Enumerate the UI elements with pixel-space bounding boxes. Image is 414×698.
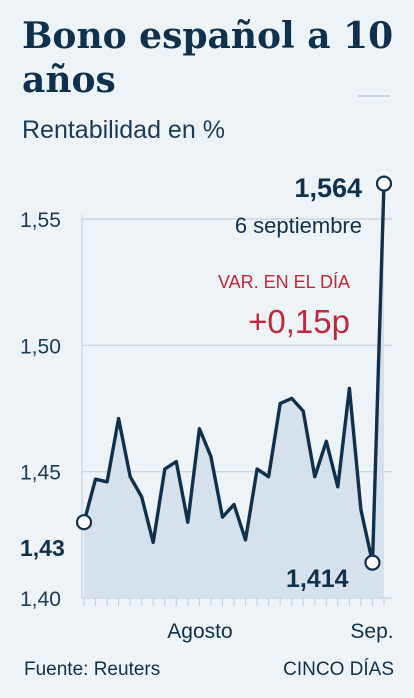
- series-line: [82, 181, 386, 565]
- x-axis: Agosto Sep.: [83, 598, 394, 643]
- min-value-label: 1,414: [286, 565, 349, 593]
- brand-label: CINCO DÍAS: [283, 659, 394, 680]
- variation-label: VAR. EN EL DÍA: [218, 272, 350, 292]
- chart-subtitle: Rentabilidad en %: [22, 116, 225, 144]
- y-tick-label: 1,40: [20, 588, 61, 611]
- source-note: Fuente: Reuters: [24, 659, 161, 680]
- y-tick-label: 1,55: [20, 209, 61, 232]
- y-tick-label: 1,50: [20, 335, 61, 358]
- first-value-label: 1,43: [20, 535, 65, 561]
- area-fill: [84, 183, 384, 598]
- data-marker-0: [75, 514, 93, 531]
- x-tick-label-agosto: Agosto: [167, 620, 232, 643]
- chart-title: Bono español a 10 años: [22, 15, 394, 101]
- title-divider: [358, 95, 390, 97]
- annotations: 1,564 6 septiembre VAR. EN EL DÍA +0,15p…: [20, 173, 362, 593]
- markers: [75, 175, 393, 571]
- data-marker-2: [375, 175, 393, 192]
- y-tick-label: 1,45: [20, 462, 61, 485]
- last-value-label: 1,564: [294, 173, 362, 203]
- x-tick-label-sep: Sep.: [350, 620, 393, 643]
- data-marker-1: [364, 554, 381, 571]
- last-date-label: 6 septiembre: [235, 213, 362, 238]
- y-axis-labels: 1,40 1,45 1,50 1,55: [20, 209, 61, 611]
- variation-value: +0,15p: [248, 303, 350, 340]
